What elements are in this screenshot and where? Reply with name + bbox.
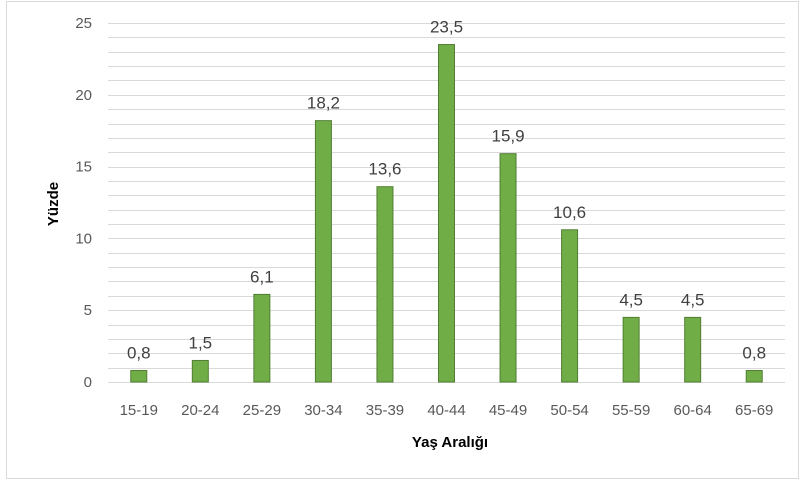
data-label-65-69: 0,8: [742, 344, 766, 363]
x-axis-ticks: 15-19 20-24 25-29 30-34 35-39 40-44 45-49 50-54…: [120, 402, 774, 419]
bar-50-54: [561, 229, 579, 383]
bar-15-19: [130, 370, 148, 383]
y-axis-title: Yüzde: [45, 182, 62, 226]
x-tick-label: 55-59: [612, 402, 650, 419]
y-tick-label: 25: [75, 15, 92, 32]
bar-35-39: [376, 186, 394, 383]
x-tick-label: 60-64: [673, 402, 711, 419]
data-label-20-24: 1,5: [188, 333, 212, 352]
bars: [130, 44, 763, 383]
data-label-45-49: 15,9: [491, 127, 524, 146]
x-tick-label: 25-29: [243, 402, 281, 419]
bar-25-29: [253, 293, 271, 383]
data-label-15-19: 0,8: [127, 344, 151, 363]
bar-60-64: [684, 316, 702, 383]
data-label-30-34: 18,2: [307, 94, 340, 113]
y-tick-label: 0: [84, 374, 92, 391]
x-tick-label: 35-39: [366, 402, 404, 419]
x-tick-label: 45-49: [489, 402, 527, 419]
data-label-55-59: 4,5: [619, 290, 643, 309]
x-tick-label: 40-44: [427, 402, 465, 419]
y-axis-ticks: 0 5 10 15 20 25: [75, 15, 92, 391]
y-tick-label: 10: [75, 230, 92, 247]
bar-55-59: [622, 316, 640, 383]
x-axis-title: Yaş Aralığı: [412, 434, 488, 451]
x-tick-label: 30-34: [304, 402, 342, 419]
data-label-35-39: 13,6: [368, 160, 401, 179]
x-tick-label: 65-69: [735, 402, 773, 419]
data-label-40-44: 23,5: [430, 18, 463, 37]
bar-20-24: [191, 359, 209, 383]
data-label-60-64: 4,5: [681, 290, 705, 309]
bar-65-69: [745, 370, 763, 383]
x-tick-label: 20-24: [181, 402, 219, 419]
bar-30-34: [314, 120, 332, 383]
y-tick-label: 20: [75, 87, 92, 104]
data-label-50-54: 10,6: [553, 203, 586, 222]
y-tick-label: 5: [84, 302, 92, 319]
bar-45-49: [499, 153, 517, 383]
data-labels: 0,8 1,5 6,1 18,2 13,6 23,5 15,9 10,6 4,5 4,5 0,8: [127, 18, 766, 363]
data-label-25-29: 6,1: [250, 267, 274, 286]
x-tick-label: 50-54: [550, 402, 588, 419]
y-tick-label: 15: [75, 159, 92, 176]
bar-40-44: [438, 44, 455, 383]
x-tick-label: 15-19: [120, 402, 158, 419]
